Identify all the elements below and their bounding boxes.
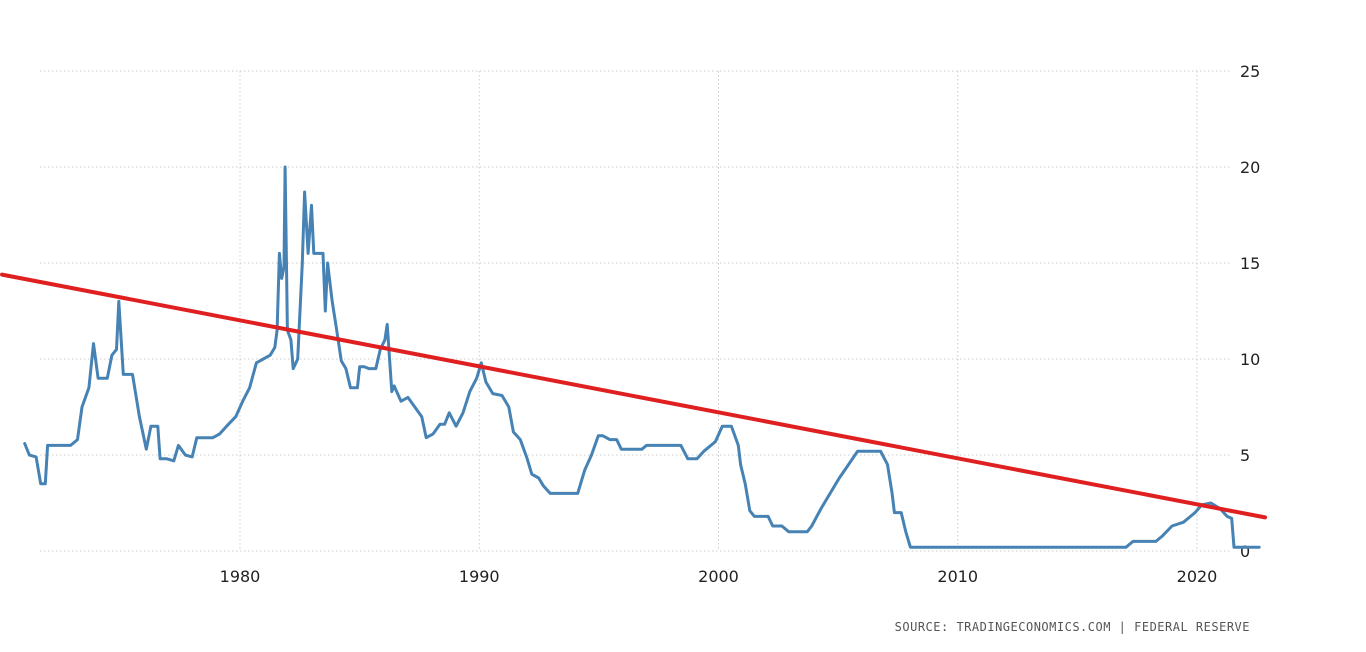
plot-area bbox=[0, 165, 1267, 549]
x-tick-label: 1990 bbox=[459, 567, 500, 586]
x-tick-label: 2000 bbox=[698, 567, 739, 586]
x-axis: 1980 1990 2000 2010 2020 bbox=[220, 567, 1218, 586]
source-note: SOURCE: TRADINGECONOMICS.COM | FEDERAL R… bbox=[894, 620, 1250, 634]
y-tick-label: 15 bbox=[1240, 254, 1260, 273]
x-tick-label: 2020 bbox=[1177, 567, 1218, 586]
trend-line bbox=[0, 272, 1267, 520]
y-tick-label: 25 bbox=[1240, 62, 1260, 81]
x-tick-label: 2010 bbox=[937, 567, 978, 586]
y-tick-label: 0 bbox=[1240, 542, 1250, 561]
y-axis: 0 5 10 15 20 25 bbox=[1240, 62, 1260, 561]
y-tick-label: 5 bbox=[1240, 446, 1250, 465]
y-tick-label: 20 bbox=[1240, 158, 1260, 177]
grid bbox=[40, 70, 1232, 552]
x-tick-label: 1980 bbox=[220, 567, 261, 586]
y-tick-label: 10 bbox=[1240, 350, 1260, 369]
series-line bbox=[23, 165, 1261, 549]
